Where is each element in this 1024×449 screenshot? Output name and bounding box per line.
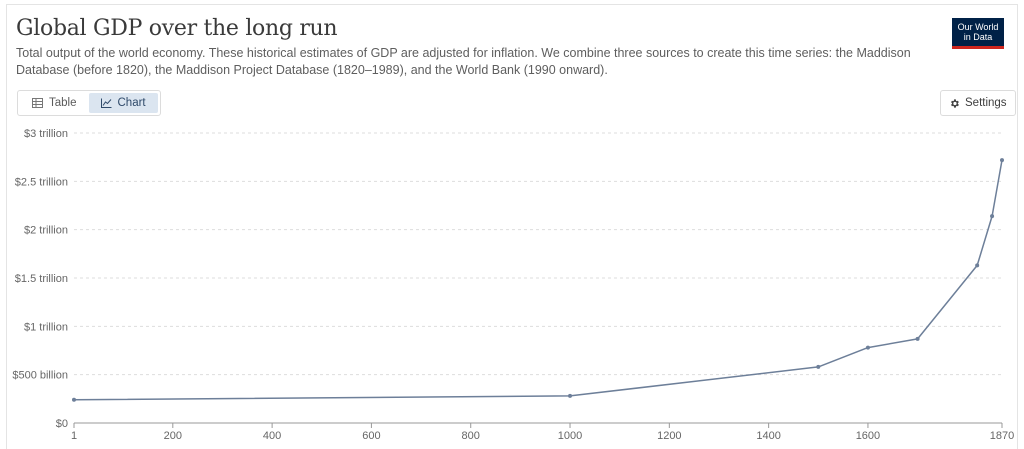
y-tick-label: $1.5 trillion [15,273,68,285]
data-point[interactable] [865,345,870,350]
data-point[interactable] [568,393,573,398]
data-point[interactable] [975,263,980,268]
view-tabs: Table Chart [17,90,161,116]
x-tick-label: 1400 [756,430,780,442]
y-tick-label: $500 billion [12,370,68,382]
table-icon [32,98,43,108]
x-tick-label: 1200 [657,430,681,442]
y-tick-label: $1 trillion [24,321,68,333]
x-tick-label: 800 [462,430,480,442]
data-point[interactable] [915,336,920,341]
data-point[interactable] [816,364,821,369]
settings-label: Settings [965,97,1007,109]
data-point[interactable] [990,214,995,219]
logo-line-2: in Data [963,32,993,42]
logo-line-1: Our World [957,22,999,32]
x-tick-label: 600 [362,430,380,442]
tab-chart[interactable]: Chart [88,93,158,113]
chart-title: Global GDP over the long run [16,16,338,41]
gear-icon [951,98,959,108]
x-tick-label: 1000 [558,430,582,442]
y-tick-label: $3 trillion [24,128,68,140]
chart-subtitle: Total output of the world economy. These… [16,46,911,77]
tab-table-label: Table [49,97,77,109]
y-tick-label: $2.5 trillion [15,176,68,188]
x-tick-label: 1870 [990,430,1014,442]
x-tick-label: 1600 [856,430,880,442]
data-point[interactable] [1000,158,1004,163]
owid-logo[interactable]: Our World in Data [952,18,1004,49]
x-tick-label: 200 [164,430,182,442]
tab-chart-label: Chart [117,97,146,109]
y-tick-label: $0 [56,418,68,430]
y-tick-label: $2 trillion [24,225,68,237]
data-point[interactable] [72,397,76,402]
line-chart-icon [100,98,111,108]
tab-table[interactable]: Table [20,93,89,113]
x-tick-label: 1 [71,430,77,442]
x-tick-label: 400 [263,430,281,442]
series-line[interactable] [73,159,1003,401]
settings-button[interactable]: Settings [940,90,1016,116]
